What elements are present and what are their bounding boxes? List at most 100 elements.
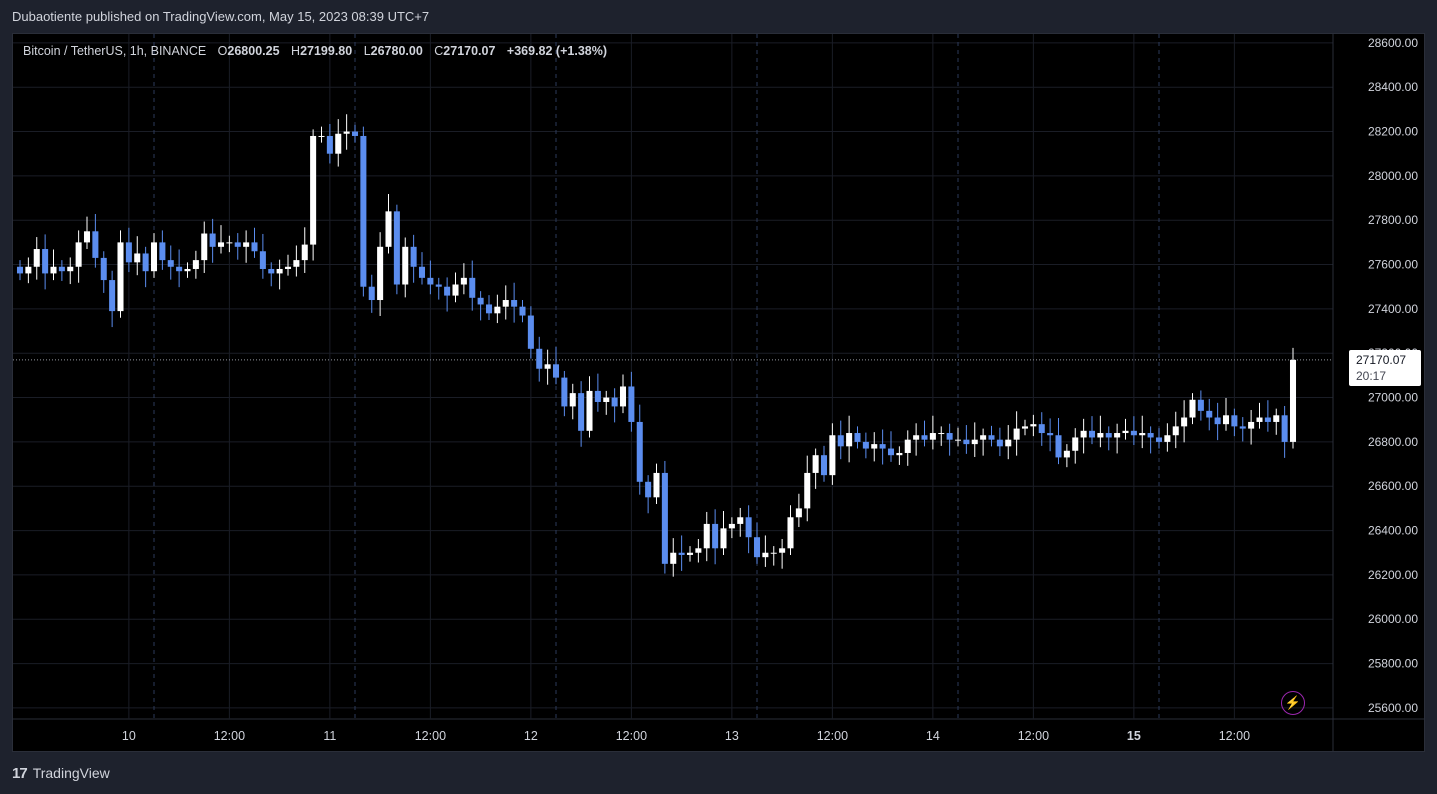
candle-body	[527, 315, 534, 349]
candle-body	[100, 257, 107, 281]
y-tick-label: 28600.00	[1368, 36, 1418, 50]
open-value: 26800.25	[227, 44, 280, 58]
candle-body	[268, 268, 275, 274]
candle-body	[1181, 417, 1188, 427]
candle-body	[954, 439, 962, 441]
candle-body	[720, 528, 727, 549]
candle-body	[728, 523, 735, 529]
candle-body	[611, 397, 618, 407]
candle-body	[502, 300, 509, 307]
candle-body	[159, 242, 166, 261]
candle-body	[980, 435, 987, 440]
candle-body	[427, 277, 434, 285]
candle-body	[896, 452, 903, 456]
candle-body	[753, 537, 761, 558]
candle-body	[812, 455, 819, 473]
candle-body	[117, 242, 124, 312]
candle-body	[192, 260, 199, 269]
candle-body	[460, 277, 467, 285]
candle-body	[787, 517, 794, 549]
candle-body	[536, 348, 543, 369]
candle-body	[1088, 430, 1096, 438]
candle-body	[854, 433, 861, 442]
candle-body	[150, 242, 158, 272]
candle-body	[929, 433, 936, 440]
candle-body	[670, 552, 677, 564]
candle-body	[109, 280, 116, 312]
candle-body	[1189, 399, 1196, 418]
candle-body	[393, 211, 400, 285]
candle-body	[1047, 433, 1054, 436]
candle-body	[209, 233, 216, 247]
candle-body	[628, 386, 635, 422]
candle-body	[83, 231, 91, 243]
candle-body	[619, 386, 627, 407]
candle-body	[661, 472, 668, 564]
candle-body	[578, 393, 585, 431]
candle-body	[1273, 415, 1280, 422]
candle-body	[167, 260, 174, 267]
lightning-icon[interactable]: ⚡	[1281, 691, 1305, 715]
candle-body	[636, 421, 643, 482]
candle-body	[1248, 421, 1255, 429]
candle-body	[511, 300, 518, 307]
candle-body	[42, 249, 49, 274]
candle-body	[251, 242, 258, 252]
brand-name[interactable]: TradingView	[32, 765, 110, 781]
y-tick-label: 27400.00	[1368, 302, 1418, 316]
candle-body	[1281, 415, 1288, 442]
y-tick-label: 27800.00	[1368, 213, 1418, 227]
chart-panel[interactable]: 28600.00 28400.00 28200.00 28000.00 27800.00…	[12, 33, 1425, 752]
x-tick-label: 12:00	[616, 729, 647, 743]
candle-body	[360, 135, 367, 287]
candle-body	[1105, 433, 1112, 438]
candle-body	[1030, 424, 1037, 427]
y-tick-label: 26400.00	[1368, 524, 1418, 538]
candle-body	[846, 433, 853, 447]
candle-body	[544, 364, 551, 369]
tradingview-logo-icon[interactable]: 17	[12, 764, 28, 782]
candle-body	[1005, 439, 1012, 447]
high-value: 27199.80	[300, 44, 353, 58]
candle-body	[963, 439, 970, 445]
candle-body	[837, 435, 844, 447]
candle-body	[494, 306, 501, 314]
candle-body	[368, 286, 375, 301]
candle-body	[469, 277, 476, 298]
candle-body	[603, 397, 610, 402]
candle-body	[988, 435, 995, 440]
candlestick-chart[interactable]: 28600.00 28400.00 28200.00 28000.00 27800.00…	[13, 34, 1424, 751]
bar-countdown: 20:17	[1356, 369, 1387, 383]
candle-body	[284, 266, 292, 269]
candle-body	[142, 253, 149, 272]
candle-body	[695, 548, 702, 553]
candle-body	[326, 135, 333, 154]
candle-body	[1231, 415, 1238, 427]
y-tick-label: 27000.00	[1368, 391, 1418, 405]
candle-body	[485, 304, 493, 314]
candle-body	[184, 268, 191, 272]
x-tick-label: 15	[1127, 729, 1141, 743]
candle-body	[335, 133, 342, 154]
candle-body	[1239, 426, 1246, 429]
candle-body	[276, 268, 283, 274]
candle-body	[75, 242, 82, 267]
y-tick-label: 25800.00	[1368, 657, 1418, 671]
candle-body	[50, 266, 57, 274]
candle-body	[770, 552, 777, 554]
candle-body	[745, 517, 752, 538]
x-tick-label: 10	[122, 729, 136, 743]
candle-body	[1256, 417, 1263, 422]
candle-body	[1197, 399, 1204, 411]
candle-body	[561, 377, 568, 407]
candle-body	[418, 266, 426, 278]
ohlc-legend: Bitcoin / TetherUS, 1h, BINANCE O26800.2…	[23, 44, 607, 58]
candle-body	[201, 233, 208, 261]
candle-body	[804, 472, 811, 509]
candle-body	[385, 211, 392, 247]
y-tick-label: 28000.00	[1368, 169, 1418, 183]
x-tick-label: 12:00	[817, 729, 848, 743]
candle-body	[1289, 359, 1297, 442]
open-label: O	[217, 44, 228, 58]
x-tick-label: 13	[725, 729, 739, 743]
